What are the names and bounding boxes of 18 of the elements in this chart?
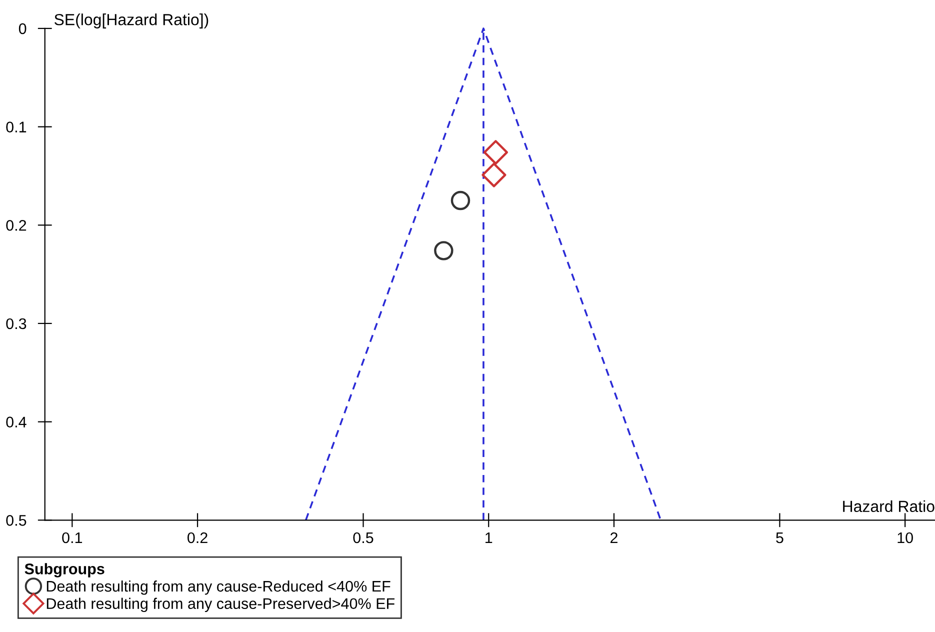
y-tick-label: 0.2 (6, 220, 26, 231)
x-tick-label: 5 (776, 532, 784, 544)
legend-label: Death resulting from any cause-Preserved>40% EF (46, 598, 394, 612)
y-tick-label: 0.4 (6, 416, 26, 428)
x-tick-label: 0.1 (62, 532, 82, 544)
x-tick-label: 0.5 (353, 532, 374, 544)
x-axis-title: Hazard Ratio (843, 500, 934, 512)
legend-label: Death resulting from any cause-Reduced <40% EF (46, 580, 390, 595)
x-tick-label: 2 (610, 532, 618, 544)
x-tick-label: 0.2 (188, 532, 208, 544)
y-axis-title: SE(log[Hazard Ratio]) (54, 14, 208, 28)
y-tick-label: 0.3 (6, 318, 26, 330)
x-tick-label: 10 (898, 532, 913, 544)
y-tick-label: 0.5 (6, 515, 26, 526)
x-tick-label: 1 (486, 532, 492, 544)
y-tick-label: 0 (18, 23, 26, 34)
legend-title: Subgroups (24, 563, 104, 578)
y-tick-label: 0.1 (6, 122, 26, 132)
